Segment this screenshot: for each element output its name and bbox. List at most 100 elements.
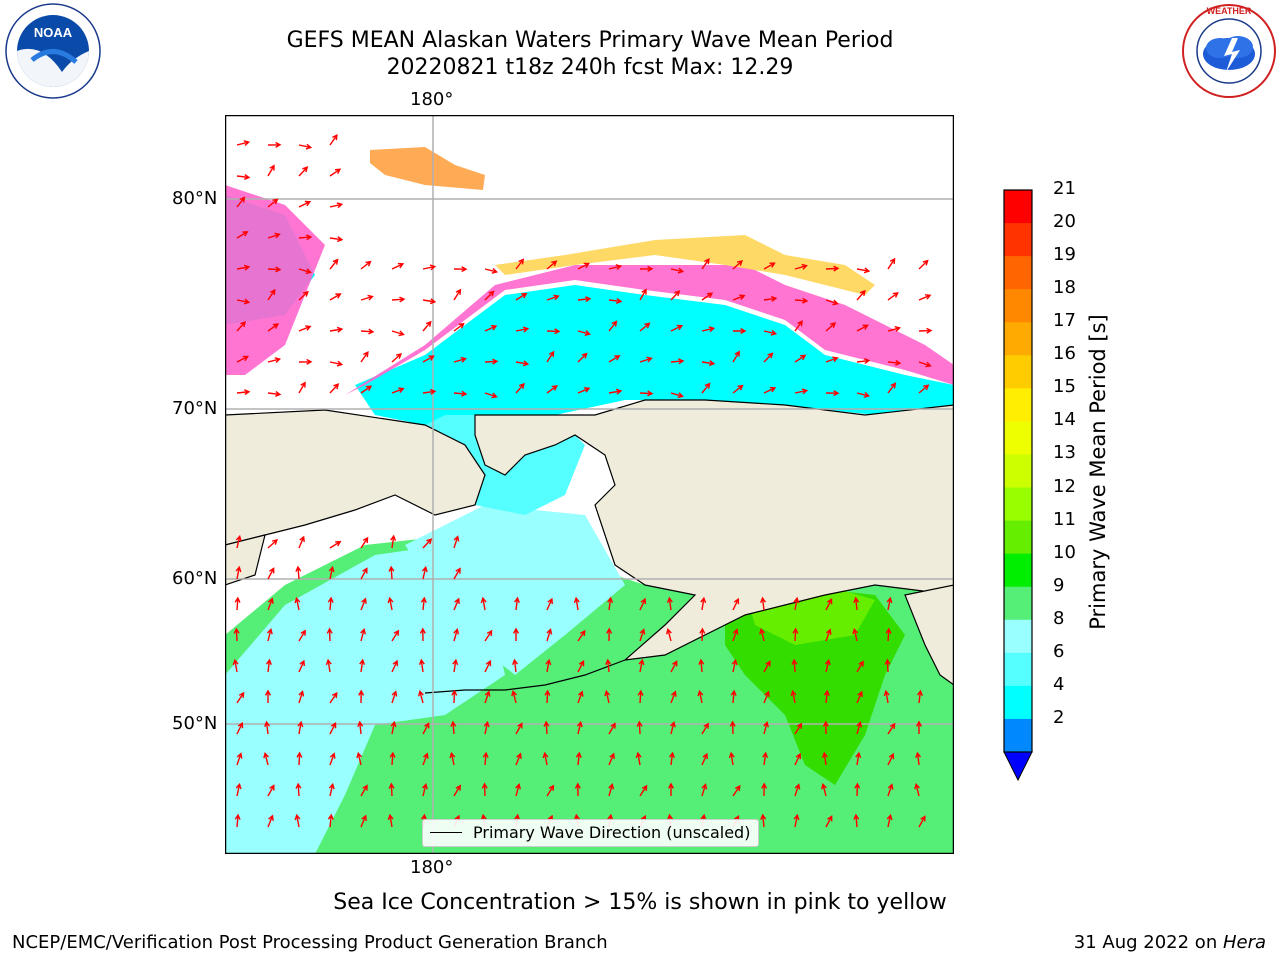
- wave-arrow: [360, 385, 373, 394]
- wave-arrow: [576, 720, 583, 735]
- wave-arrow: [670, 720, 676, 735]
- wave-arrow: [546, 294, 560, 301]
- wave-arrow: [667, 782, 675, 796]
- wave-arrow: [483, 720, 490, 735]
- wave-arrow: [391, 629, 400, 642]
- wave-arrow: [886, 596, 893, 611]
- wave-arrow: [639, 265, 654, 272]
- wave-arrow: [794, 320, 803, 332]
- wave-arrow: [763, 660, 771, 673]
- colorbar-tick-label: 19: [1053, 244, 1076, 266]
- svg-text:WEATHER: WEATHER: [1207, 6, 1252, 16]
- wave-arrow: [236, 196, 246, 208]
- wave-arrow: [267, 390, 282, 397]
- wave-arrow: [825, 322, 837, 332]
- colorbar-segment: [1004, 454, 1032, 489]
- wave-arrow: [326, 627, 333, 642]
- wave-arrow: [388, 565, 395, 580]
- wave-arrow: [824, 658, 831, 673]
- wave-arrow: [360, 627, 366, 642]
- wave-arrow: [790, 689, 797, 704]
- wave-arrow: [699, 627, 706, 642]
- colorbar-label: Primary Wave Mean Period [s]: [1086, 314, 1110, 630]
- wave-arrow: [267, 538, 279, 549]
- wave-arrow: [387, 813, 394, 828]
- wave-arrow: [422, 320, 432, 332]
- wave-arrow: [883, 689, 890, 704]
- wave-arrow: [608, 722, 616, 735]
- noaa-logo: NOAA: [5, 3, 101, 99]
- colorbar-segment: [1004, 619, 1032, 654]
- wave-arrow: [329, 752, 336, 766]
- wave-arrow: [574, 782, 581, 797]
- wave-arrow: [267, 141, 282, 148]
- wave-arrow: [389, 751, 396, 766]
- wave-arrow: [794, 783, 801, 797]
- wave-arrow: [732, 597, 740, 611]
- wave-arrow: [329, 202, 344, 209]
- footer-date-text: 31 Aug 2022 on: [1073, 932, 1223, 953]
- wave-arrow: [267, 198, 279, 208]
- wave-arrow: [453, 597, 460, 611]
- ocean-field-gulf: [725, 585, 905, 785]
- wave-arrow: [511, 689, 517, 704]
- wave-arrow: [515, 782, 521, 797]
- wave-arrow: [698, 658, 705, 673]
- wave-arrow: [856, 392, 871, 398]
- wave-arrow: [391, 659, 399, 673]
- wave-arrow: [887, 752, 895, 766]
- wave-arrow: [294, 813, 301, 828]
- wave-arrow: [732, 628, 739, 642]
- wave-arrow: [608, 783, 615, 797]
- wave-arrow: [235, 534, 242, 549]
- wave-arrow: [422, 538, 433, 549]
- wave-arrow: [234, 596, 241, 611]
- wave-arrow: [670, 392, 684, 399]
- wave-arrow: [887, 257, 896, 270]
- wave-arrow: [267, 784, 275, 797]
- wave-arrow: [234, 813, 241, 828]
- wave-arrow: [267, 357, 282, 363]
- wave-arrow: [856, 324, 869, 332]
- wave-arrow: [763, 295, 778, 302]
- wave-arrow: [298, 325, 312, 332]
- wave-arrow: [453, 322, 465, 332]
- wave-arrow: [763, 329, 778, 336]
- wave-arrow: [360, 260, 372, 270]
- wave-arrow: [449, 751, 456, 766]
- wave-arrow: [360, 294, 374, 301]
- wave-arrow: [732, 294, 746, 301]
- wave-arrow: [701, 783, 708, 797]
- wave-arrow: [855, 751, 862, 766]
- wave-arrow: [236, 320, 247, 332]
- wave-arrow: [701, 326, 716, 333]
- wave-arrow: [421, 565, 428, 580]
- wave-arrow: [329, 236, 344, 243]
- wave-arrow: [515, 326, 530, 333]
- colorbar-tick-label: 9: [1053, 574, 1065, 596]
- wave-arrow: [453, 266, 468, 273]
- wave-arrow: [914, 782, 920, 797]
- wave-arrow: [515, 752, 522, 766]
- wave-arrow: [236, 389, 251, 396]
- wave-arrow: [453, 784, 461, 797]
- wave-arrow: [823, 689, 830, 704]
- colorbar-extend-triangle: [1003, 751, 1033, 782]
- colorbar-segment: [1004, 421, 1032, 455]
- wave-arrow: [390, 534, 397, 549]
- wave-arrow: [267, 627, 273, 642]
- wave-arrow: [887, 326, 902, 332]
- wave-arrow: [298, 268, 312, 275]
- wave-arrow: [236, 173, 251, 180]
- wave-arrow: [918, 259, 929, 270]
- wave-arrow: [670, 690, 677, 704]
- colorbar-tick-label: 6: [1053, 640, 1065, 662]
- colorbar-tick-label: 20: [1053, 211, 1076, 233]
- wave-arrow: [668, 751, 675, 766]
- wave-arrow: [391, 352, 403, 363]
- lat-label-80: 80°N: [172, 188, 218, 209]
- wave-arrow: [329, 360, 344, 367]
- wave-arrow: [731, 658, 738, 673]
- wave-arrow: [484, 392, 498, 399]
- ocean-field-cyan-west: [225, 545, 505, 854]
